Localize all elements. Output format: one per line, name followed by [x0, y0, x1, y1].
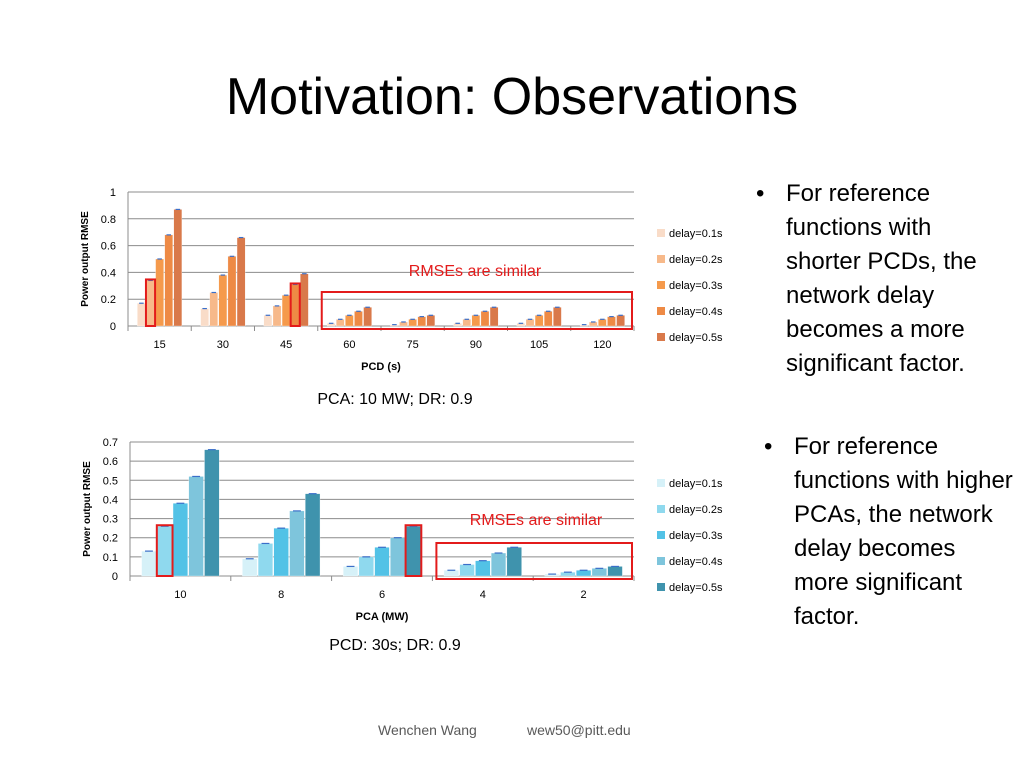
legend-swatch — [657, 281, 665, 289]
bullet-block-2: • For reference functions with higher PC… — [764, 430, 1014, 634]
y-tick-label: 0 — [110, 321, 116, 333]
bar — [390, 537, 406, 577]
legend-label: delay=0.1s — [669, 228, 723, 240]
y-tick-label: 0.2 — [103, 533, 118, 545]
slide-title: Motivation: Observations — [225, 68, 799, 126]
highlight-box-bar — [144, 278, 157, 328]
legend-label: delay=0.2s — [669, 504, 723, 516]
y-tick-label: 0.6 — [101, 241, 116, 253]
x-tick-label: 4 — [480, 589, 486, 601]
legend-label: delay=0.1s — [669, 478, 723, 490]
bar — [443, 570, 459, 577]
y-axis-label: Power output RMSE — [80, 211, 91, 307]
bar — [491, 552, 507, 577]
highlight-box-range — [435, 542, 633, 580]
bar — [141, 550, 157, 577]
y-tick-label: 0.4 — [101, 267, 116, 279]
y-axis-label: Power output RMSE — [82, 461, 93, 557]
y-tick-label: 0.2 — [101, 294, 116, 306]
bar — [576, 570, 592, 577]
chart2-caption: PCD: 30s; DR: 0.9 — [329, 637, 461, 654]
bullet-text-higher-pcas: For reference functions with higher PCAs… — [794, 433, 1013, 630]
highlight-box-bar — [289, 282, 301, 327]
x-tick-label: 2 — [581, 589, 587, 601]
y-tick-label: 0.5 — [103, 475, 118, 487]
annotation-rmses-similar: RMSEs are similar — [470, 512, 603, 529]
bar — [305, 493, 321, 577]
bar — [607, 566, 623, 577]
legend-swatch — [657, 531, 665, 539]
legend-swatch — [657, 583, 665, 591]
legend-label: delay=0.4s — [669, 306, 723, 318]
x-tick-label: 105 — [530, 339, 548, 351]
y-tick-label: 1 — [110, 187, 116, 199]
bullet-item-2: • For reference functions with higher PC… — [764, 430, 1014, 634]
bar — [257, 543, 273, 577]
footer-author: Wenchen Wang — [378, 722, 477, 738]
legend-swatch — [657, 333, 665, 341]
highlight-box-range — [320, 291, 633, 330]
footer-email: wew50@pitt.edu — [527, 722, 631, 738]
y-tick-label: 0.3 — [103, 514, 118, 526]
x-tick-label: 30 — [217, 339, 229, 351]
bar — [591, 568, 607, 577]
bar — [374, 547, 390, 577]
x-tick-label: 120 — [593, 339, 611, 351]
bar — [405, 526, 421, 577]
highlight-box-bar — [155, 524, 174, 578]
bar — [172, 503, 188, 577]
legend-swatch — [657, 557, 665, 565]
x-tick-label: 90 — [470, 339, 482, 351]
y-tick-label: 0 — [112, 571, 118, 583]
pcd-rmse-chart: 0 0.2 0.4 0.6 0.8 1 Power output RMSE PCD (s) 15… — [80, 187, 723, 373]
legend-swatch — [657, 307, 665, 315]
bullet-item-1: • For reference functions with shorter P… — [756, 177, 1006, 381]
bar — [157, 526, 173, 577]
x-tick-label: 6 — [379, 589, 385, 601]
x-tick-label: 10 — [174, 589, 186, 601]
bar — [289, 510, 305, 577]
annotation-rmses-similar: RMSEs are similar — [409, 263, 542, 280]
bar — [506, 547, 522, 577]
bar — [242, 558, 258, 577]
legend-label: delay=0.3s — [669, 530, 723, 542]
bullet-symbol: • — [756, 180, 765, 207]
y-tick-label: 0.8 — [101, 214, 116, 226]
legend-swatch — [657, 505, 665, 513]
x-tick-label: 45 — [280, 339, 292, 351]
bullet-block-1: • For reference functions with shorter P… — [756, 177, 1006, 381]
x-tick-label: 75 — [407, 339, 419, 351]
bar — [273, 527, 289, 577]
bullet-symbol: • — [764, 433, 773, 460]
bar — [343, 566, 359, 577]
legend-label: delay=0.5s — [669, 582, 723, 594]
legend-label: delay=0.5s — [669, 332, 723, 344]
highlight-box-bar — [404, 524, 423, 578]
legend-label: delay=0.4s — [669, 556, 723, 568]
bullet-text-shorter-pcds: For reference functions with shorter PCD… — [786, 180, 977, 377]
legend-swatch — [657, 229, 665, 237]
pca-rmse-chart: 0 0.1 0.2 0.3 0.4 0.5 0.6 0.7 Power output RMSE P… — [82, 437, 723, 623]
bar — [358, 556, 374, 577]
chart1-caption: PCA: 10 MW; DR: 0.9 — [317, 391, 473, 408]
legend-label: delay=0.2s — [669, 254, 723, 266]
legend-swatch — [657, 255, 665, 263]
y-tick-label: 0.1 — [103, 552, 118, 564]
x-tick-label: 60 — [343, 339, 355, 351]
x-axis-label: PCA (MW) — [356, 611, 409, 623]
bar — [459, 564, 475, 577]
x-tick-label: 15 — [154, 339, 166, 351]
bar — [204, 449, 220, 577]
x-axis-label: PCD (s) — [361, 361, 401, 373]
legend-label: delay=0.3s — [669, 280, 723, 292]
y-tick-label: 0.4 — [103, 494, 118, 506]
bar — [188, 476, 204, 577]
x-tick-label: 8 — [278, 589, 284, 601]
legend-swatch — [657, 479, 665, 487]
bar — [475, 560, 491, 577]
y-tick-label: 0.6 — [103, 456, 118, 468]
y-tick-label: 0.7 — [103, 437, 118, 449]
